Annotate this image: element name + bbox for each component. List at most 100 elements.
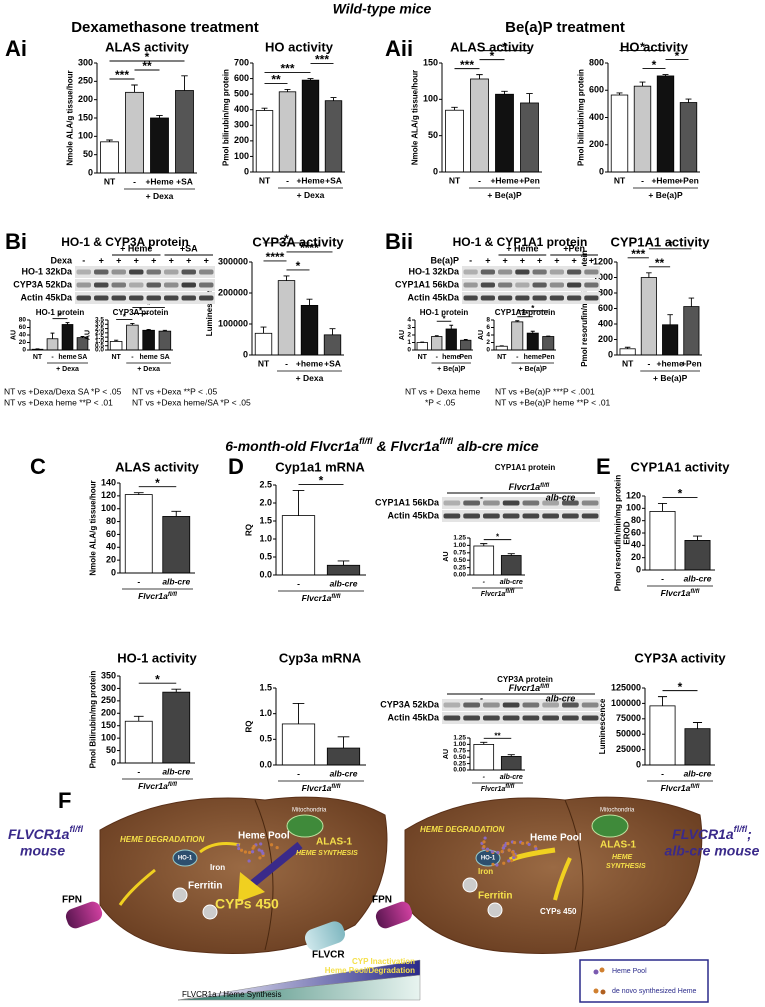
- bar: [254, 332, 273, 356]
- x-tick-label: heme: [58, 354, 76, 361]
- x-tick-label: -: [516, 354, 519, 361]
- sig-label: **: [655, 256, 665, 270]
- error-bar: [507, 754, 515, 757]
- x-tick-label: -: [647, 358, 650, 368]
- blot-band: [483, 715, 500, 721]
- chart-title: CYP3A protein: [497, 675, 553, 684]
- y-tick-label: 1: [407, 339, 411, 346]
- group-label: Flvcr1afl/fl: [661, 588, 700, 598]
- y-tick-label: 0: [88, 167, 93, 177]
- error-bar: [616, 92, 623, 96]
- label: HEME: [612, 854, 633, 861]
- note: *P < .05: [425, 397, 456, 407]
- heme-dot: [236, 843, 240, 847]
- bar: [656, 75, 675, 173]
- bar: [619, 348, 636, 356]
- blot-band: [94, 269, 109, 275]
- blot-header-label: Dexa: [50, 255, 73, 265]
- blot-band: [522, 500, 540, 506]
- y-tick-label: 40: [19, 332, 27, 339]
- blot-band: [532, 295, 547, 301]
- group-label: Flvcr1afl/fl: [481, 589, 515, 598]
- y-tick-label: 60: [19, 324, 27, 331]
- bar: [633, 85, 652, 173]
- blot-strip: [75, 279, 215, 291]
- chart-title: ALAS activity: [105, 39, 190, 54]
- bar: [445, 109, 464, 173]
- y-axis-label: Nmole ALA/g tissue/hour: [410, 70, 419, 165]
- error-bar: [171, 510, 182, 517]
- bar: [158, 330, 172, 351]
- legend-dot: [600, 989, 606, 995]
- legend-dot: [593, 988, 599, 994]
- bar: [683, 306, 700, 356]
- error-bar: [337, 560, 350, 566]
- error-bar: [434, 335, 439, 337]
- y-tick-label: 0: [636, 759, 641, 769]
- blot-band: [542, 513, 559, 519]
- chart-title: HO activity: [265, 39, 334, 54]
- y-tick-label: 250: [78, 76, 93, 86]
- blot-band: [443, 500, 461, 506]
- label: Heme Pool: [530, 833, 582, 844]
- error-bar: [65, 322, 70, 325]
- x-tick-label: +Heme: [490, 175, 518, 185]
- heading-sup: fl/fl: [440, 436, 454, 446]
- chart: ALAS activity 0 50 100 150 200 250 300 Nmole ALA…: [65, 39, 197, 201]
- heme-dot: [243, 850, 248, 854]
- sig-label: *: [147, 301, 151, 310]
- group-sup: fl/fl: [505, 784, 514, 790]
- blot-header: +: [169, 255, 174, 265]
- y-tick-label: 3: [407, 324, 411, 331]
- chart: CYP1A1 activity 0 200 400 600 800 1000 1200 Pmol…: [580, 234, 710, 383]
- group-text: Flvcr1a: [481, 591, 506, 598]
- heme-dot: [506, 841, 510, 846]
- label: FPN: [372, 895, 392, 906]
- label: HO-1: [481, 856, 496, 862]
- blot-band: [129, 295, 144, 301]
- group-label: + Be(a)P: [648, 190, 683, 200]
- blot-header: -: [480, 492, 483, 502]
- bar: [500, 756, 522, 771]
- blot-band: [483, 500, 500, 506]
- error-bar: [530, 330, 535, 334]
- x-tick-label: heme: [139, 354, 157, 361]
- sig-label: ***: [115, 68, 129, 82]
- bar: [150, 117, 169, 174]
- blot-band: [94, 295, 109, 301]
- blot-band: [515, 282, 530, 288]
- blot-row-label: Actin 45kDa: [20, 292, 73, 302]
- blot-header: +: [502, 255, 507, 265]
- label: HEME DEGRADATION: [120, 835, 205, 844]
- y-tick-label: 20: [19, 339, 27, 346]
- y-tick-label: 4: [486, 332, 490, 339]
- y-tick-label: 1.5: [259, 515, 272, 525]
- y-tick-label: 0: [486, 347, 490, 354]
- group-text: Flvcr1a: [481, 786, 506, 793]
- panel-label: D: [228, 454, 244, 479]
- blot-group-text: Flvcr1a: [509, 683, 541, 693]
- y-tick-label: 0: [599, 166, 604, 176]
- label: ALAS-1: [600, 840, 637, 851]
- diagram-title: FLVCR1afl/fl;: [672, 824, 752, 841]
- sig-label: ****: [266, 250, 285, 264]
- blot-band: [443, 513, 461, 519]
- chart: CYP1A1 activity 0 20 40 60 80 100 120 Pmol resor…: [613, 459, 730, 598]
- chart-title: CYP1A1 activity: [611, 234, 711, 249]
- heading-part: & Flvcr1a: [373, 438, 440, 454]
- bar: [277, 280, 296, 356]
- heme-dot: [247, 859, 251, 863]
- y-axis-label: Pmol Bilirubin/mg protein: [88, 671, 97, 769]
- chart-title: HO-1 activity: [117, 650, 197, 665]
- x-tick-label: NT: [497, 354, 507, 361]
- y-tick-label: 8: [486, 317, 490, 324]
- lobe-line: [564, 799, 584, 951]
- heme-dot: [501, 846, 506, 850]
- blot-band: [515, 269, 530, 275]
- blot-header: alb-cre: [546, 693, 576, 703]
- y-tick-label: 400: [234, 104, 249, 114]
- arrow: [242, 841, 303, 894]
- x-tick-label: NT: [622, 358, 634, 368]
